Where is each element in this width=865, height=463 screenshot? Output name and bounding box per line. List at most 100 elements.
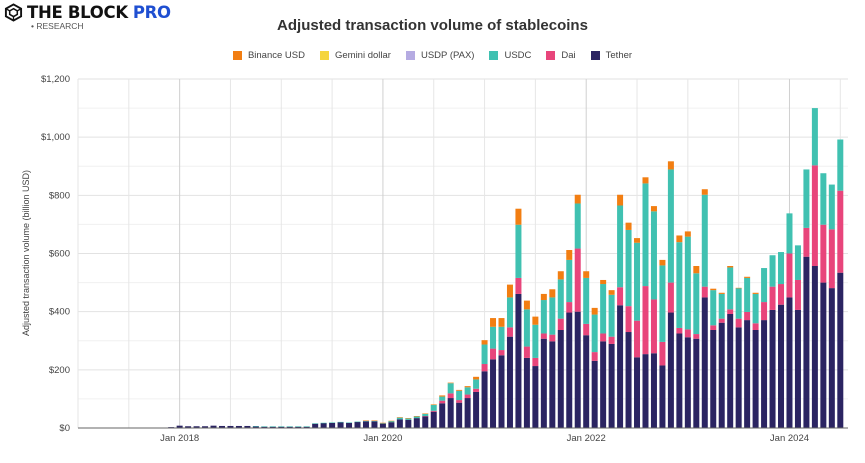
bar-segment-usdc xyxy=(346,422,353,423)
bar-segment-usdc xyxy=(803,169,810,228)
bar-segment-tether xyxy=(718,322,725,428)
bar-segment-usdc xyxy=(490,326,497,349)
bar-segment-tether xyxy=(744,320,751,428)
bar-segment-usdc xyxy=(600,284,607,334)
bar-segment-tether xyxy=(803,256,810,428)
bar-segment-dai xyxy=(591,352,598,361)
legend-item[interactable]: Dai xyxy=(546,50,576,61)
bar-segment-usdc xyxy=(354,421,361,423)
bar-segment-tether xyxy=(396,419,403,428)
bar-segment-tether xyxy=(439,403,446,428)
bar-segment-usdc xyxy=(337,421,344,423)
bar-segment-binance-usd xyxy=(498,318,505,327)
legend-item[interactable]: USDP (PAX) xyxy=(405,50,474,61)
bar-segment-usdc xyxy=(456,390,463,401)
bar-segment-tether xyxy=(583,335,590,428)
bar-segment-usdc xyxy=(303,426,310,427)
logo-name: THE BLOCK xyxy=(27,3,128,22)
bar-segment-tether xyxy=(430,411,437,428)
bar-segment-usdc xyxy=(447,383,454,394)
bar-segment-binance-usd xyxy=(735,287,742,289)
bar-segment-usdc xyxy=(532,324,539,358)
bar-segment-tether xyxy=(227,425,234,428)
bar-segment-usdc xyxy=(557,279,564,319)
legend-item[interactable]: Gemini dollar xyxy=(319,50,391,61)
y-tick-label: $1,200 xyxy=(41,74,70,85)
bar-segment-usdc xyxy=(371,420,378,422)
bar-segment-dai xyxy=(447,393,454,399)
bar-segment-dai xyxy=(608,336,615,344)
bars xyxy=(83,108,844,429)
legend-item[interactable]: Binance USD xyxy=(232,50,305,61)
bar-segment-usdc xyxy=(388,421,395,423)
bar-segment-tether xyxy=(269,426,276,428)
bar-segment-dai xyxy=(794,279,801,310)
bar-segment-tether xyxy=(329,422,336,428)
bar-segment-dai xyxy=(718,318,725,323)
bar-segment-binance-usd xyxy=(473,376,480,380)
bar-segment-binance-usd xyxy=(718,292,725,294)
x-tick-label: Jan 2022 xyxy=(567,433,606,444)
bar-segment-tether xyxy=(312,423,319,428)
bar-segment-binance-usd xyxy=(583,271,590,278)
bar-segment-dai xyxy=(676,327,683,334)
bar-segment-usdc xyxy=(413,416,420,419)
bar-segment-usdc xyxy=(701,194,708,287)
bar-segment-tether xyxy=(659,365,666,428)
logo: THE BLOCK PRO • RESEARCH xyxy=(4,3,171,31)
bar-segment-tether xyxy=(676,333,683,428)
bar-segment-usdc xyxy=(523,309,530,347)
bar-segment-tether xyxy=(667,312,674,428)
bar-segment-usdc xyxy=(625,229,632,307)
legend-label: Gemini dollar xyxy=(334,50,391,61)
legend: Binance USD Gemini dollar USDP (PAX) USDC Da… xyxy=(0,50,865,61)
bar-segment-binance-usd xyxy=(413,416,420,417)
bar-segment-dai xyxy=(803,227,810,257)
block-cube-icon xyxy=(4,3,23,22)
bar-segment-tether xyxy=(303,426,310,428)
bar-segment-binance-usd xyxy=(439,395,446,397)
y-tick-label: $800 xyxy=(49,190,70,201)
bar-segment-usdc xyxy=(295,426,302,427)
bar-segment-usdc xyxy=(362,420,369,422)
bar-segment-binance-usd xyxy=(634,238,641,243)
legend-item[interactable]: USDC xyxy=(489,50,531,61)
legend-swatch xyxy=(405,51,415,60)
bar-segment-usdc xyxy=(786,213,793,254)
bar-segment-tether xyxy=(346,422,353,428)
bar-segment-tether xyxy=(362,421,369,428)
bar-segment-binance-usd xyxy=(710,288,717,291)
bar-segment-binance-usd xyxy=(566,250,573,260)
bar-segment-usdc xyxy=(617,205,624,288)
bar-segment-binance-usd xyxy=(600,279,607,285)
bar-segment-tether xyxy=(278,426,285,428)
bar-segment-tether xyxy=(693,338,700,428)
bar-segment-dai xyxy=(735,318,742,328)
bar-segment-binance-usd xyxy=(557,271,564,280)
bar-segment-usdc xyxy=(574,203,581,249)
bar-segment-binance-usd xyxy=(532,316,539,325)
bar-segment-dai xyxy=(574,248,581,312)
x-tick-label: Jan 2020 xyxy=(363,433,402,444)
bar-segment-usdc xyxy=(591,314,598,353)
bar-segment-usdc xyxy=(566,259,573,303)
bar-segment-tether xyxy=(490,359,497,428)
legend-item[interactable]: Tether xyxy=(590,50,632,61)
bar-segment-tether xyxy=(422,416,429,428)
axes: $0 $200 $400 $600 $800 $1,000 $1,200 Jan 2018 Ja… xyxy=(41,74,848,444)
bar-segment-binance-usd xyxy=(693,266,700,274)
bar-segment-usdc xyxy=(422,413,429,417)
bar-segment-dai xyxy=(761,302,768,321)
bar-segment-dai xyxy=(837,190,844,273)
bar-segment-binance-usd xyxy=(625,222,632,230)
legend-swatch xyxy=(489,51,499,60)
bar-segment-tether xyxy=(413,418,420,428)
bar-segment-usdc xyxy=(473,379,480,389)
bar-segment-tether xyxy=(642,354,649,428)
bar-segment-usdc xyxy=(837,139,844,191)
bar-segment-dai xyxy=(769,286,776,310)
bar-segment-dai xyxy=(752,323,759,330)
legend-swatch xyxy=(546,51,556,60)
bar-segment-tether xyxy=(405,419,412,428)
bar-segment-binance-usd xyxy=(506,284,513,298)
